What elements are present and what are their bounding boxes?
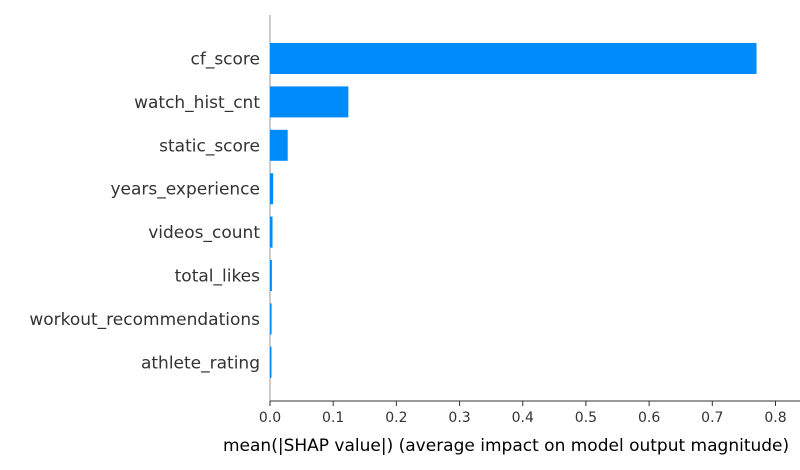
- bar-cf_score: [270, 43, 757, 74]
- bar-static_score: [270, 129, 288, 161]
- bar-athlete_rating: [270, 346, 272, 378]
- x-axis-title: mean(|SHAP value|) (average impact on mo…: [223, 436, 789, 456]
- category-label-cf_score: cf_score: [190, 50, 260, 70]
- bar-workout_recommendations: [270, 303, 272, 335]
- bar-total_likes: [270, 260, 272, 291]
- category-labels-group: cf_score watch_hist_cnt static_score years_…: [29, 50, 260, 374]
- x-tick-label: 0.4: [512, 410, 534, 426]
- bar-videos_count: [270, 216, 273, 248]
- category-label-workout_recommendations: workout_recommendations: [29, 310, 260, 330]
- x-tick-label: 0.5: [575, 410, 597, 426]
- x-ticks-group: 0.0 0.1 0.2 0.3 0.4 0.5 0.6 0.7 0.8: [259, 401, 787, 426]
- category-label-videos_count: videos_count: [148, 223, 260, 243]
- category-label-static_score: static_score: [159, 136, 260, 156]
- x-tick-label: 0.2: [385, 410, 407, 426]
- category-label-total_likes: total_likes: [175, 267, 261, 287]
- bars-group: [270, 43, 757, 378]
- bar-watch_hist_cnt: [270, 86, 349, 118]
- x-tick-label: 0.8: [764, 410, 786, 426]
- x-tick-label: 0.3: [448, 410, 470, 426]
- x-tick-label: 0.7: [701, 410, 723, 426]
- x-tick-label: 0.0: [259, 410, 281, 426]
- category-label-athlete_rating: athlete_rating: [141, 353, 260, 373]
- x-tick-label: 0.1: [322, 410, 344, 426]
- bar-years_experience: [270, 173, 274, 205]
- category-label-watch_hist_cnt: watch_hist_cnt: [134, 93, 260, 113]
- category-label-years_experience: years_experience: [110, 180, 260, 200]
- x-tick-label: 0.6: [638, 410, 660, 426]
